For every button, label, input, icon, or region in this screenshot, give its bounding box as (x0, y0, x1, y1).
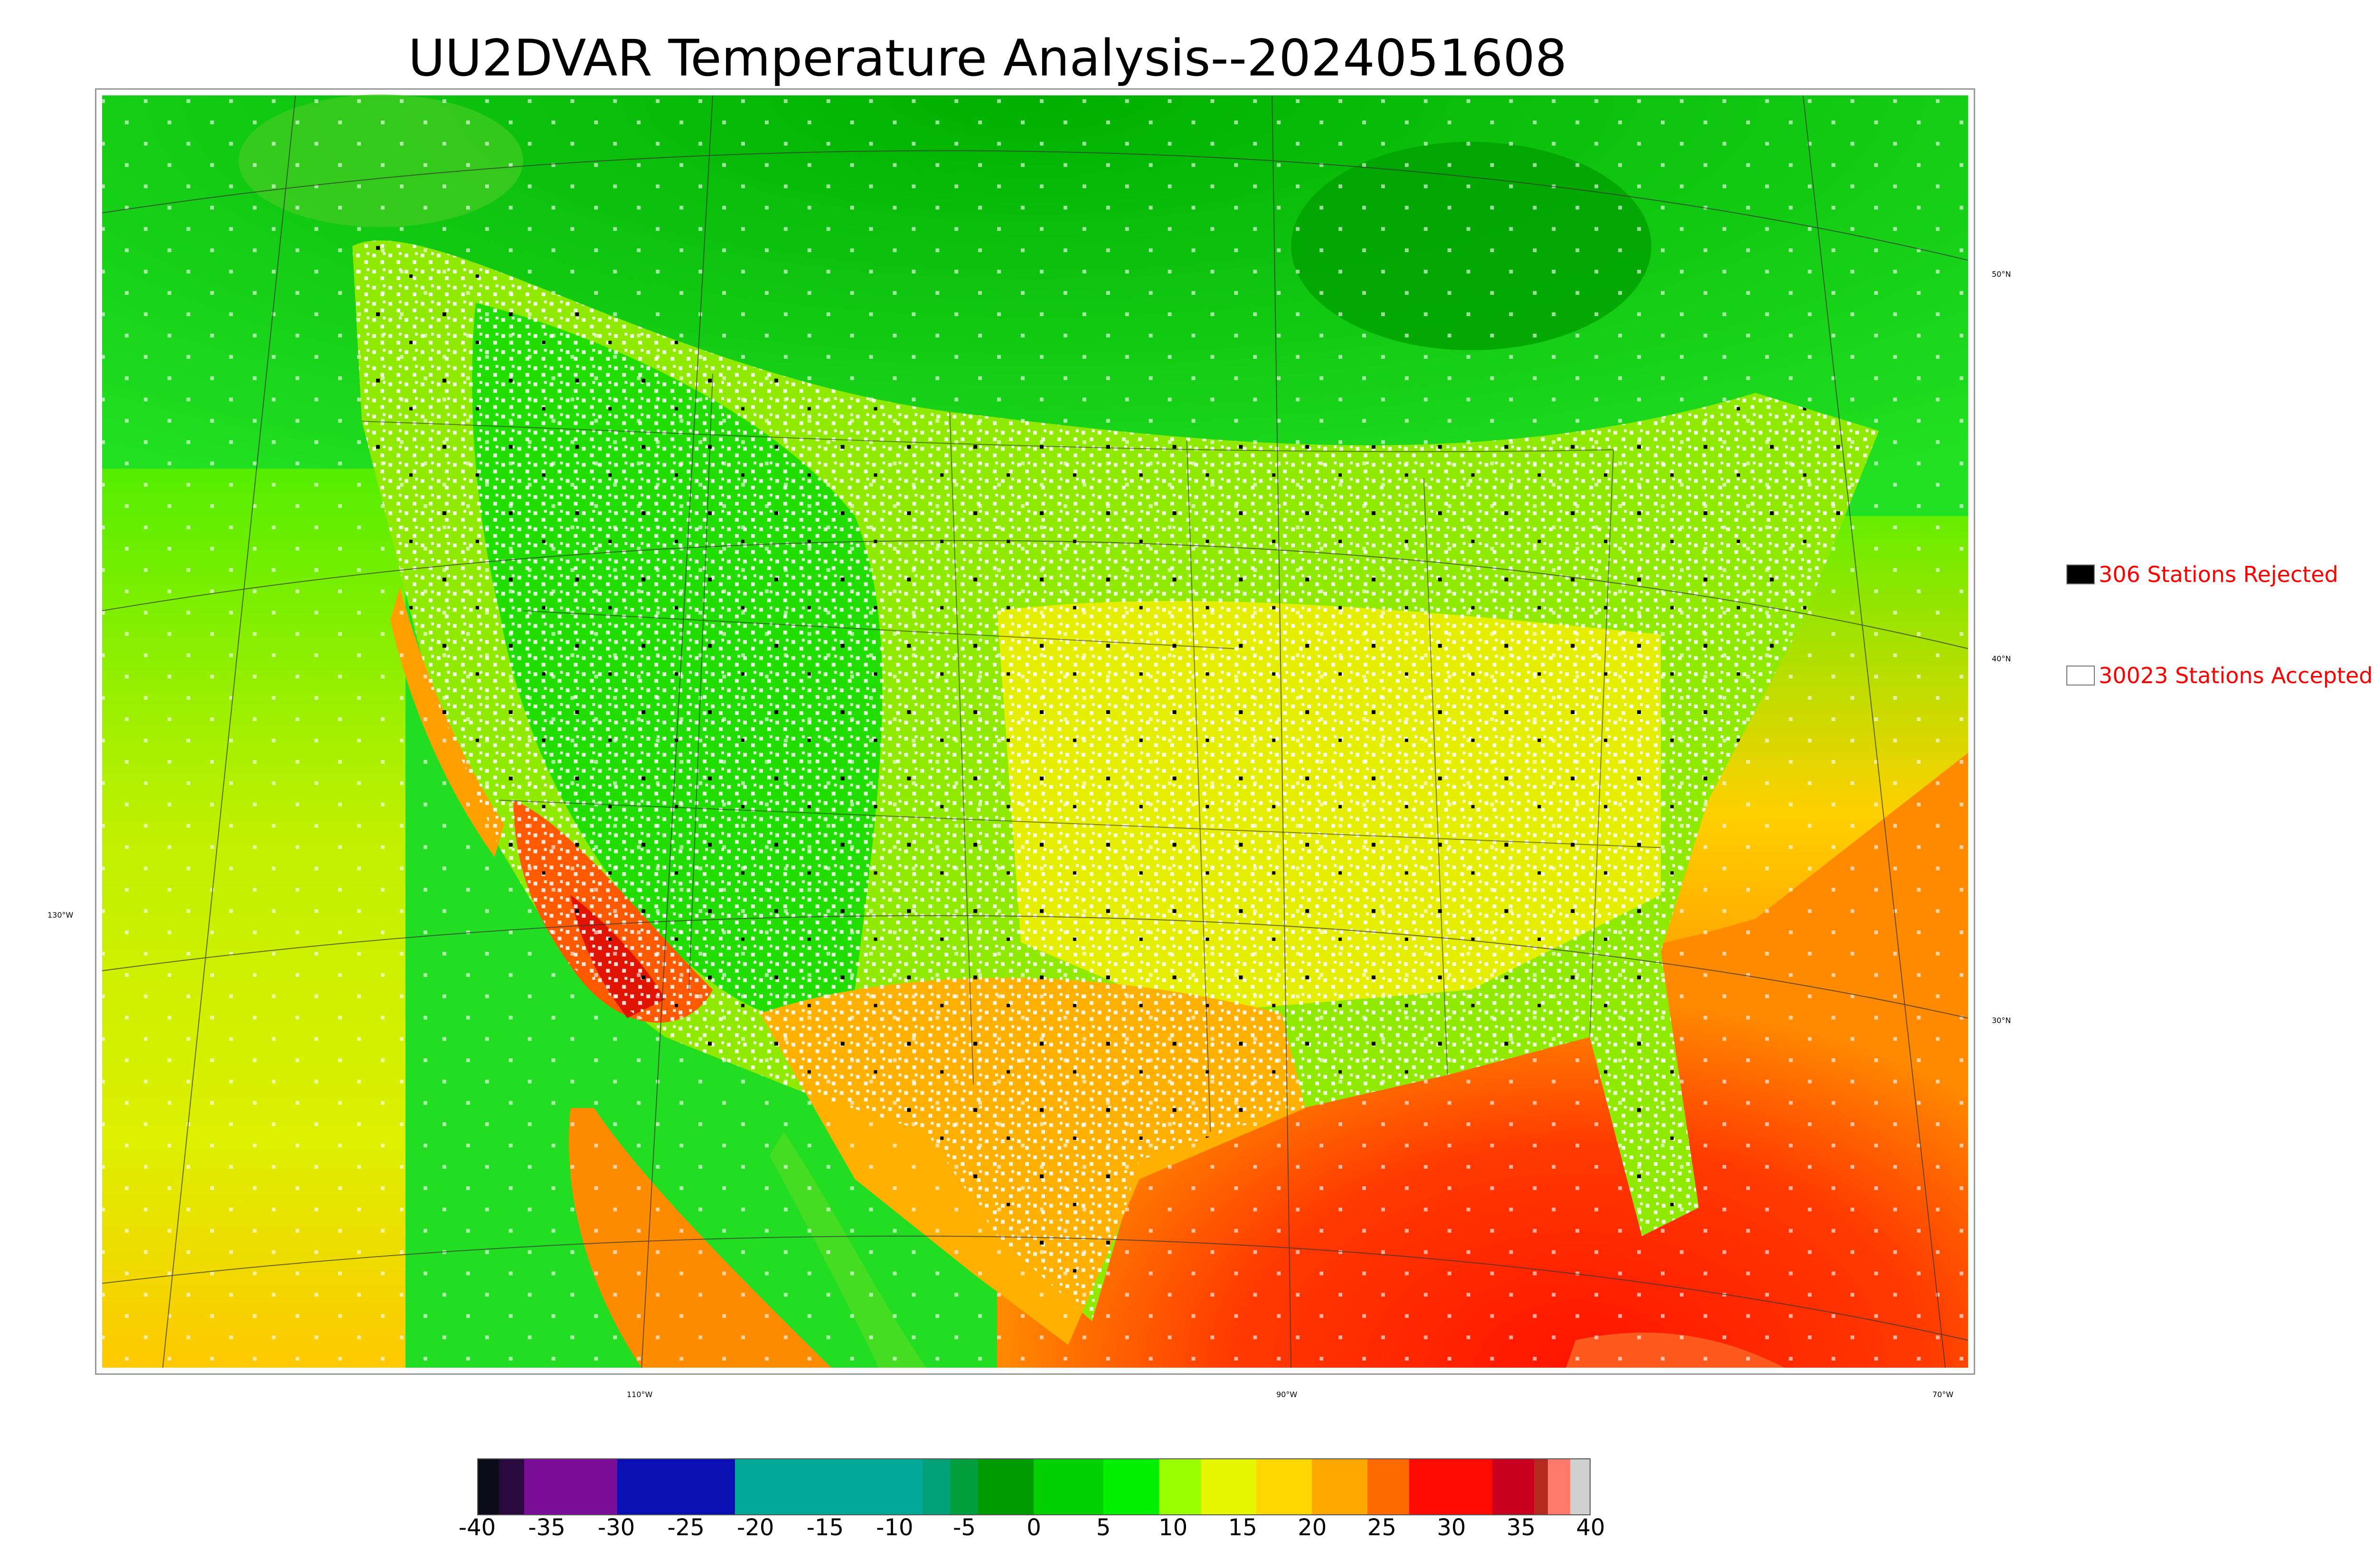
colorbar-segment (1492, 1459, 1534, 1514)
colorbar-tick: -35 (528, 1514, 565, 1541)
map-title: UU2DVAR Temperature Analysis--2024051608 (408, 29, 1567, 87)
rejected-label: 306 Stations Rejected (2099, 562, 2338, 587)
temperature-colorbar (477, 1458, 1591, 1515)
colorbar-tick: -25 (667, 1514, 705, 1541)
accepted-swatch (2066, 666, 2095, 685)
colorbar-segment (1311, 1459, 1367, 1514)
lon-label-130w: 130°W (47, 911, 74, 920)
colorbar-tick: 35 (1506, 1514, 1536, 1541)
colorbar-segment (978, 1459, 1034, 1514)
lon-label-110w: 110°W (627, 1390, 653, 1399)
colorbar-segment (1256, 1459, 1312, 1514)
accepted-label: 30023 Stations Accepted (2099, 663, 2373, 688)
colorbar-segment (524, 1459, 617, 1514)
colorbar-tick: -40 (458, 1514, 496, 1541)
colorbar-segment (1159, 1459, 1201, 1514)
temperature-field (102, 94, 1969, 1368)
colorbar-tick: 10 (1159, 1514, 1188, 1541)
colorbar-tick: -30 (597, 1514, 635, 1541)
colorbar-tick: -20 (737, 1514, 774, 1541)
colorbar-tick: 5 (1096, 1514, 1111, 1541)
colorbar-segment (1200, 1459, 1256, 1514)
lon-label-70w: 70°W (1932, 1390, 1954, 1399)
colorbar-tick-labels: -40 -35 -30 -25 -20 -15 -10 -5 0 5 10 15 20 25 30 35 40 (459, 1514, 1605, 1552)
legend-accepted: 30023 Stations Accepted (2066, 661, 2373, 690)
colorbar-tick: 15 (1228, 1514, 1257, 1541)
colorbar-tick: 20 (1298, 1514, 1327, 1541)
colorbar-tick: 25 (1367, 1514, 1396, 1541)
colorbar-tick: -15 (806, 1514, 844, 1541)
colorbar-tick: 40 (1576, 1514, 1605, 1541)
rejected-swatch (2066, 564, 2095, 584)
colorbar-segment (1367, 1459, 1409, 1514)
colorbar-segment (1409, 1459, 1493, 1514)
colorbar-segment (1548, 1459, 1570, 1514)
colorbar-tick: 30 (1437, 1514, 1466, 1541)
colorbar-segment (1103, 1459, 1159, 1514)
colorbar-segment (735, 1459, 923, 1514)
colorbar-segment (950, 1459, 979, 1514)
colorbar-segment (1570, 1459, 1590, 1514)
colorbar-segment (1034, 1459, 1103, 1514)
legend-rejected: 306 Stations Rejected (2066, 560, 2338, 589)
colorbar-tick: -10 (876, 1514, 914, 1541)
lat-label-50n: 50°N (1992, 270, 2011, 279)
lon-label-90w: 90°W (1276, 1390, 1298, 1399)
colorbar-tick: -5 (953, 1514, 976, 1541)
colorbar-segment (1534, 1459, 1548, 1514)
colorbar-segment (923, 1459, 951, 1514)
colorbar-segment (617, 1459, 735, 1514)
lat-label-40n: 40°N (1992, 654, 2011, 663)
colorbar-tick: 0 (1027, 1514, 1041, 1541)
colorbar-segment (478, 1459, 499, 1514)
colorbar-segment (499, 1459, 524, 1514)
temperature-map (95, 88, 1975, 1375)
lat-label-30n: 30°N (1992, 1016, 2011, 1025)
